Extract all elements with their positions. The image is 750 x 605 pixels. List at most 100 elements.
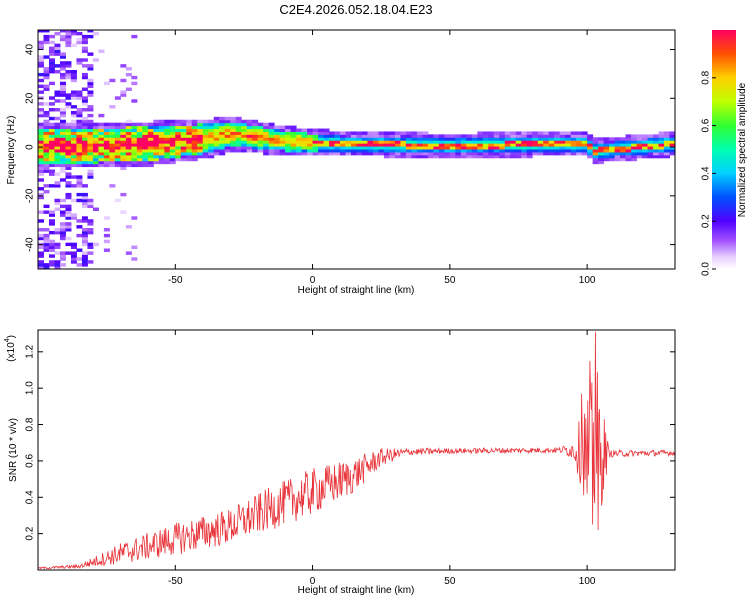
spectrogram-cell: [125, 134, 132, 138]
spectrogram-cell: [631, 149, 638, 153]
spectrogram-cell: [59, 113, 66, 118]
spectrogram-cell: [246, 137, 253, 141]
spectrogram-cell: [131, 143, 138, 147]
spectrogram-cell: [455, 149, 462, 153]
spectrogram-cell: [274, 149, 281, 153]
spectrogram-cell: [532, 137, 539, 141]
y-tick-label: 20: [25, 92, 36, 104]
spectrogram-cell: [59, 67, 66, 71]
spectrogram-cell: [576, 151, 583, 156]
spectrogram-cell: [653, 149, 660, 153]
spectrogram-cell: [422, 140, 429, 144]
spectrogram-cell: [620, 137, 627, 141]
spectrogram-cell: [81, 239, 88, 244]
spectrogram-cell: [312, 146, 319, 150]
spectrogram-cell: [471, 151, 478, 156]
spectrogram-cell: [433, 154, 440, 159]
spectrogram-cell: [296, 128, 303, 132]
spectrogram-cell: [48, 61, 55, 65]
spectrogram-cell: [246, 134, 253, 138]
spectrogram-cell: [125, 67, 132, 71]
spectrogram-cell: [98, 151, 105, 156]
spectrogram-cell: [158, 146, 165, 150]
spectrogram-cell: [186, 149, 193, 153]
spectrogram-cell: [438, 137, 445, 141]
spectrogram-cell: [224, 149, 231, 153]
spectrogram-cell: [59, 230, 66, 235]
spectrogram-cell: [70, 90, 77, 94]
spectrogram-cell: [372, 131, 379, 135]
spectrogram-cell: [351, 140, 357, 144]
spectrogram-cell: [658, 143, 665, 147]
spectrogram-cell: [246, 143, 253, 147]
spectrogram-cell: [285, 146, 292, 150]
spectrogram-cell: [142, 122, 149, 127]
spectrogram-cell: [76, 154, 83, 159]
spectrogram-cell: [416, 131, 423, 135]
spectrogram-cell: [592, 143, 599, 147]
spectrogram-cell: [356, 146, 363, 150]
spectrogram-cell: [38, 134, 44, 138]
spectrogram-cell: [92, 160, 99, 165]
spectrogram-cell: [125, 251, 132, 255]
spectrogram-cell: [389, 131, 396, 135]
spectrogram-cell: [136, 128, 143, 132]
spectrogram-cell: [510, 151, 517, 156]
spectrogram-cell: [191, 131, 198, 135]
y-tick-label: 0.2: [25, 526, 36, 540]
spectrogram-cell: [38, 192, 44, 197]
spectrogram-cell: [202, 143, 209, 147]
spectrogram-cell: [224, 134, 231, 138]
spectrogram-cell: [48, 116, 55, 121]
spectrogram-cell: [202, 128, 209, 132]
spectrogram-cell: [636, 146, 643, 150]
spectrogram-cell: [202, 151, 209, 156]
spectrogram-cell: [48, 160, 55, 165]
spectrogram-cell: [548, 140, 555, 144]
spectrogram-cell: [455, 137, 462, 141]
spectrogram-cell: [290, 151, 297, 156]
spectrogram-cell: [59, 204, 66, 209]
spectrogram-cell: [175, 128, 182, 132]
spectrogram-cell: [455, 140, 462, 144]
spectrogram-cell: [460, 137, 467, 141]
spectrogram-cell: [43, 72, 50, 77]
spectrogram-cell: [664, 146, 671, 150]
spectrogram-cell: [43, 122, 50, 127]
spectrogram-cell: [38, 219, 44, 223]
spectrogram-cell: [38, 245, 44, 250]
spectrogram-cell: [230, 131, 237, 135]
spectrogram-cell: [169, 149, 176, 153]
spectrogram-cell: [482, 154, 489, 159]
spectrogram-cell: [120, 137, 127, 141]
spectrogram-cell: [48, 122, 55, 127]
spectrogram-cell: [109, 143, 116, 147]
spectrogram-cell: [499, 143, 506, 147]
spectrogram-cell: [482, 146, 489, 150]
spectrogram-cell: [383, 149, 390, 153]
spectrogram-cell: [180, 146, 187, 150]
spectrogram-cell: [76, 61, 83, 65]
spectrogram-cell: [477, 146, 484, 150]
spectrogram-cell: [669, 151, 675, 156]
spectrogram-cell: [614, 146, 621, 150]
spectrogram-cell: [38, 122, 44, 127]
spectrogram-cell: [197, 122, 204, 127]
spectrogram-cell: [202, 119, 209, 124]
spectrogram-cell: [125, 149, 132, 153]
spectrogram-cell: [526, 151, 533, 156]
spectrogram-cell: [438, 146, 445, 150]
spectrogram-cell: [43, 154, 50, 159]
spectrogram-cell: [76, 128, 83, 132]
spectrogram-cell: [153, 134, 160, 138]
spectrogram-cell: [669, 131, 675, 135]
spectrogram-cell: [186, 134, 193, 138]
spectrogram-cell: [653, 134, 660, 138]
spectrogram-cell: [59, 198, 66, 203]
spectrogram-cell: [279, 146, 286, 150]
spectrogram-cell: [92, 58, 99, 62]
snr-x-ticks: -50 0 50 100: [168, 330, 596, 587]
spectrogram-cell: [65, 207, 72, 211]
spectrogram-cell: [38, 263, 44, 267]
spectrogram-cell: [54, 46, 61, 51]
